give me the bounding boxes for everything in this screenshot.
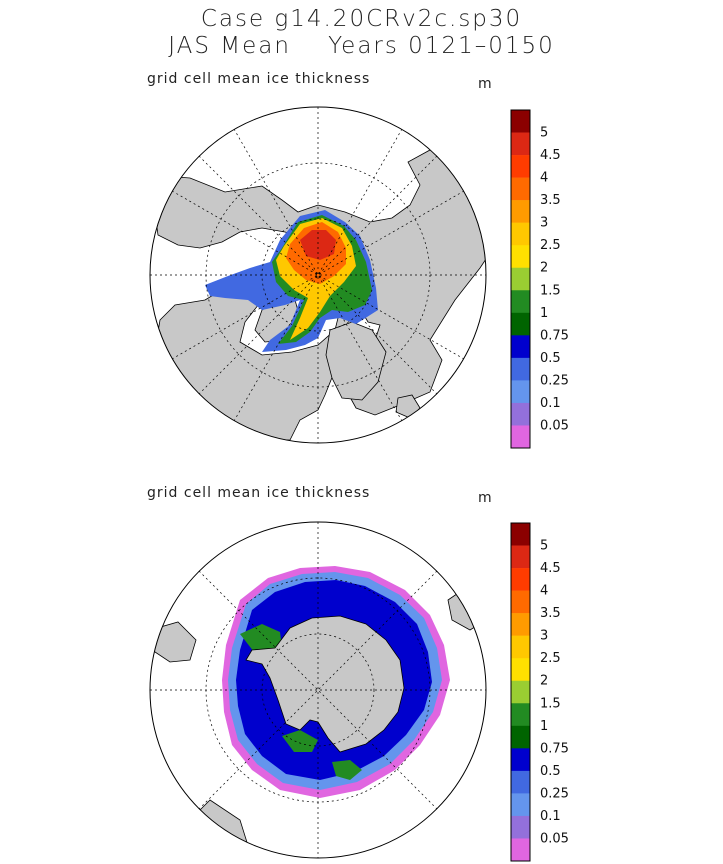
colorbar-frame	[510, 522, 531, 862]
north-sea-ice	[205, 210, 378, 352]
eurasia-land	[150, 149, 486, 416]
colorbar-frame	[510, 109, 531, 449]
antarctica-land	[245, 615, 405, 753]
colorbar-swatch	[511, 680, 530, 704]
colorbar-tick-label: 0.75	[540, 328, 569, 343]
colorbar-swatch	[511, 545, 530, 569]
colorbar-tick-label: 3.5	[540, 606, 561, 621]
figure-title-line-2: JAS Mean Years 0121–0150	[168, 33, 555, 59]
colorbar-swatch	[511, 613, 530, 636]
colorbar-tick-label: 0.75	[540, 741, 569, 756]
colorbar-tick-label: 4.5	[540, 561, 561, 576]
colorbar-swatch	[511, 290, 530, 314]
colorbar-tick-label: 0.25	[540, 786, 569, 801]
colorbar-swatch	[511, 335, 530, 359]
antarctic-ice-green-ross	[282, 730, 318, 752]
south-plot-title: grid cell mean ice thickness	[147, 485, 371, 501]
colorbar-swatch	[511, 267, 530, 291]
colorbar-tick-label: 0.5	[540, 764, 561, 779]
south-units-label: m	[478, 490, 492, 506]
south-map-frame	[149, 521, 487, 859]
colorbar-swatch	[511, 568, 530, 591]
north-map-frame	[149, 106, 487, 444]
colorbar-tick-label: 3	[540, 629, 548, 644]
colorbar-swatch	[511, 132, 530, 156]
colorbar-swatch	[511, 222, 530, 246]
colorbar-swatch	[511, 838, 530, 862]
south-colorbar: 0.05 0.1 0.25 0.5 0.75 1 1.5 2 2.5 3 3.5 4 4.5 5	[510, 522, 569, 862]
north-colorbar: 0.05 0.1 0.25 0.5 0.75 1 1.5 2 2.5 3 3.5 4 4.5 5	[510, 109, 569, 449]
figure-title-line-1: Case g14.20CRv2c.sp30	[200, 6, 523, 32]
south-graticule	[150, 522, 486, 858]
colorbar-swatch	[511, 245, 530, 269]
colorbar-swatch	[511, 748, 530, 772]
colorbar-swatch	[511, 523, 530, 546]
colorbar-swatch	[511, 635, 530, 659]
colorbar-tick-label: 0.1	[540, 809, 561, 824]
north-plot-title: grid cell mean ice thickness	[147, 71, 371, 87]
colorbar-tick-label: 0.5	[540, 351, 561, 366]
colorbar-tick-label: 5	[540, 126, 548, 141]
colorbar-tick-label: 2	[540, 261, 548, 276]
north-polar-map	[149, 106, 487, 444]
colorbar-tick-label: 4.5	[540, 148, 561, 163]
colorbar-swatch	[511, 110, 530, 133]
colorbar-swatch	[511, 658, 530, 682]
colorbar-tick-label: 2.5	[540, 238, 561, 253]
colorbar-tick-label: 1	[540, 719, 548, 734]
colorbar-tick-label: 4	[540, 171, 548, 186]
colorbar-tick-label: 2.5	[540, 651, 561, 666]
antarctic-ice-green-weddell	[332, 760, 362, 780]
colorbar-swatch	[511, 725, 530, 749]
colorbar-tick-label: 0.25	[540, 373, 569, 388]
south-polar-map	[149, 521, 487, 859]
colorbar-swatch	[511, 155, 530, 178]
colorbar-tick-label: 1.5	[540, 696, 561, 711]
colorbar-tick-label: 0.05	[540, 418, 569, 433]
colorbar-swatch	[511, 425, 530, 449]
colorbar-tick-label: 5	[540, 539, 548, 554]
colorbar-swatch	[511, 815, 530, 839]
greenland-land	[325, 321, 387, 401]
colorbar-tick-label: 0.1	[540, 396, 561, 411]
colorbar-swatch	[511, 793, 530, 817]
colorbar-tick-label: 4	[540, 584, 548, 599]
colorbar-tick-label: 1.5	[540, 283, 561, 298]
colorbar-tick-label: 3	[540, 216, 548, 231]
colorbar-swatch	[511, 312, 530, 336]
colorbar-swatch	[511, 357, 530, 381]
colorbar-swatch	[511, 590, 530, 614]
north-units-label: m	[478, 76, 492, 92]
north-graticule	[150, 107, 486, 443]
colorbar-swatch	[511, 770, 530, 794]
colorbar-swatch	[511, 200, 530, 223]
colorbar-tick-label: 1	[540, 306, 548, 321]
colorbar-swatch	[511, 402, 530, 426]
colorbar-swatch	[511, 380, 530, 404]
colorbar-tick-label: 3.5	[540, 193, 561, 208]
colorbar-tick-label: 0.05	[540, 831, 569, 846]
colorbar-swatch	[511, 177, 530, 201]
colorbar-swatch	[511, 703, 530, 727]
arctic-ice-red	[300, 230, 336, 260]
colorbar-tick-label: 2	[540, 674, 548, 689]
